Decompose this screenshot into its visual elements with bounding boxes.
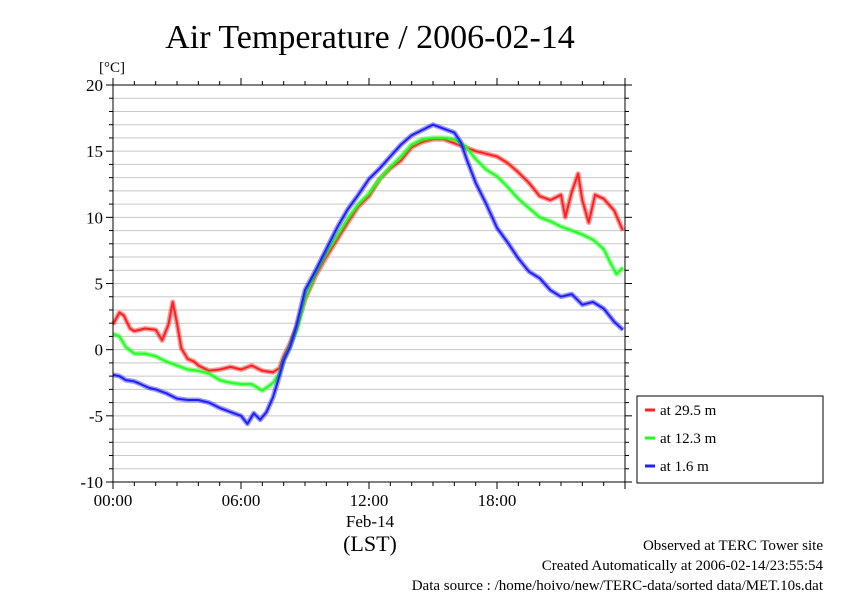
footer-source: Data source : /home/hoivo/new/TERC-data/… <box>412 578 824 594</box>
x-axis-ticks: 00:00 06:00 12:00 18:00 <box>94 78 626 510</box>
x-tick-label: 18:00 <box>478 491 517 510</box>
series-line-glow <box>112 122 625 427</box>
x-date-label: Feb-14 <box>346 512 395 531</box>
series-at-29-5-m <box>110 136 626 375</box>
y-tick-label: -10 <box>80 473 103 492</box>
legend: at 29.5 m at 12.3 m at 1.6 m <box>636 395 824 484</box>
series-at-12-3-m <box>112 135 625 394</box>
x-tick-label: 06:00 <box>222 491 261 510</box>
chart-title: Air Temperature / 2006-02-14 <box>165 19 575 56</box>
legend-label: at 1.6 m <box>660 459 709 475</box>
series-at-1-6-m <box>112 122 625 427</box>
y-axis-ticks: -10 -5 0 5 10 15 20 <box>80 76 632 492</box>
series-line-glow <box>110 136 626 375</box>
y-tick-label: 20 <box>86 76 103 95</box>
y-tick-label: 5 <box>95 275 104 294</box>
series-line <box>112 123 624 425</box>
series-lines <box>110 122 626 427</box>
grid-lines <box>113 97 625 470</box>
x-axis-label: (LST) <box>343 531 397 556</box>
footer-site: Observed at TERC Tower site <box>643 538 823 554</box>
y-axis-unit: [°C] <box>99 60 125 76</box>
y-tick-label: 0 <box>95 341 104 360</box>
y-tick-label: -5 <box>89 407 103 426</box>
series-line-glow <box>112 135 625 394</box>
legend-box <box>636 395 824 484</box>
x-tick-label: 12:00 <box>350 491 389 510</box>
x-tick-label: 00:00 <box>94 491 133 510</box>
footer-created: Created Automatically at 2006-02-14/23:5… <box>542 558 824 574</box>
y-tick-label: 15 <box>86 142 103 161</box>
legend-label: at 12.3 m <box>660 431 717 447</box>
plot-frame <box>112 84 626 483</box>
series-line <box>112 136 624 392</box>
series-line <box>112 138 624 374</box>
y-tick-label: 10 <box>86 208 103 227</box>
legend-label: at 29.5 m <box>660 403 717 419</box>
